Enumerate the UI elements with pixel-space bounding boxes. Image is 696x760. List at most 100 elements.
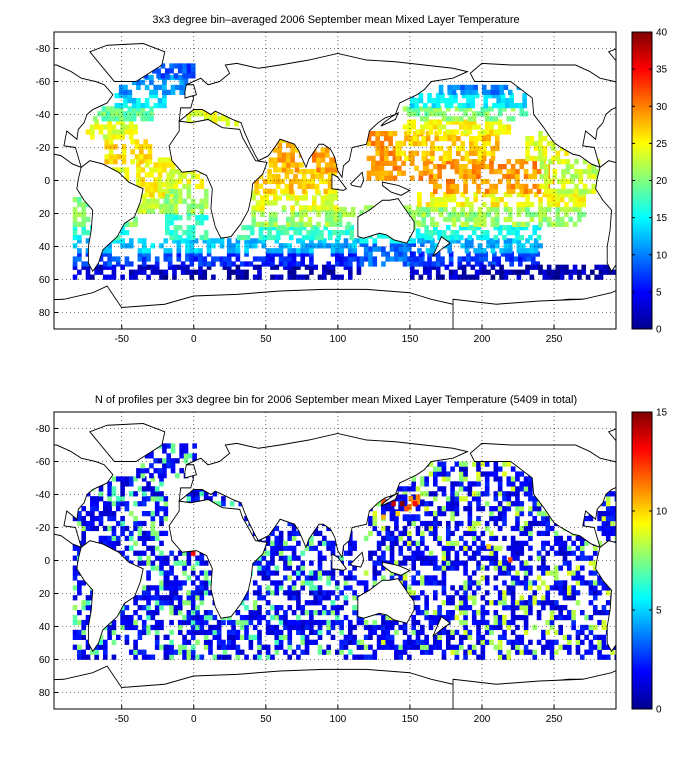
heatmap-bin [492, 102, 497, 109]
heatmap-bin [352, 575, 357, 581]
heatmap-bin [432, 535, 438, 541]
heatmap-bin [124, 634, 130, 640]
heatmap-bin [474, 256, 480, 262]
heatmap-bin [304, 610, 310, 616]
heatmap-bin [441, 614, 447, 621]
heatmap-bin [523, 585, 529, 591]
heatmap-bin [111, 624, 117, 631]
heatmap-bin [177, 619, 183, 626]
heatmap-bin [523, 525, 529, 532]
heatmap-bin [291, 624, 297, 631]
heatmap-bin [564, 192, 569, 198]
heatmap-bin [164, 654, 170, 660]
heatmap-bin [407, 106, 412, 112]
heatmap-bin [141, 585, 147, 591]
heatmap-bin [425, 201, 431, 208]
heatmap-bin [572, 192, 578, 198]
heatmap-bin [339, 644, 344, 650]
heatmap-bin [404, 131, 409, 137]
heatmap-bin [372, 241, 378, 247]
heatmap-bin [523, 476, 529, 482]
heatmap-bin [458, 466, 464, 472]
heatmap-bin [502, 506, 507, 512]
heatmap-bin [424, 111, 429, 117]
heatmap-bin [414, 102, 419, 109]
heatmap-bin [356, 264, 362, 270]
heatmap-bin [149, 187, 154, 193]
heatmap-bin [422, 170, 428, 176]
heatmap-bin [476, 610, 481, 616]
heatmap-bin [486, 150, 491, 157]
y-tick-label: 80 [39, 308, 51, 319]
heatmap-bin [300, 570, 306, 576]
heatmap-bin [286, 142, 291, 148]
heatmap-bin [577, 192, 582, 198]
heatmap-bin [411, 555, 416, 561]
heatmap-bin [463, 624, 468, 631]
heatmap-bin [332, 230, 337, 236]
heatmap-bin [430, 150, 435, 157]
heatmap-bin [484, 111, 490, 117]
heatmap-bin [335, 614, 340, 621]
heatmap-bin [180, 238, 186, 244]
heatmap-bin [133, 595, 138, 601]
heatmap-bin [310, 230, 316, 236]
heatmap-bin [183, 443, 189, 449]
heatmap-bin [115, 476, 121, 482]
heatmap-bin [532, 649, 538, 655]
heatmap-bin [107, 506, 112, 512]
heatmap-bin [322, 269, 327, 275]
heatmap-bin [480, 540, 486, 546]
heatmap-bin [379, 165, 385, 171]
heatmap-bin [415, 610, 421, 616]
heatmap-bin [502, 491, 507, 497]
heatmap-bin [252, 580, 258, 586]
heatmap-bin [208, 570, 213, 576]
heatmap-bin [510, 605, 516, 611]
heatmap-bin [298, 211, 304, 218]
heatmap-bin [376, 570, 382, 576]
heatmap-bin [153, 182, 159, 188]
heatmap-bin [398, 535, 404, 541]
heatmap-bin [428, 550, 434, 556]
heatmap-bin [494, 221, 500, 227]
heatmap-bin [450, 188, 455, 194]
heatmap-bin [385, 545, 391, 551]
heatmap-bin [473, 197, 478, 203]
heatmap-bin [402, 241, 408, 247]
heatmap-bin [564, 221, 569, 227]
heatmap-bin [169, 629, 174, 636]
heatmap-bin [330, 624, 336, 631]
heatmap-bin [235, 644, 241, 650]
heatmap-bin [183, 453, 189, 459]
heatmap-bin [150, 530, 156, 537]
heatmap-bin [461, 264, 467, 270]
heatmap-bin [172, 269, 177, 275]
heatmap-bin [169, 570, 174, 576]
heatmap-bin [347, 624, 353, 631]
heatmap-bin [558, 644, 563, 650]
heatmap-bin [363, 256, 369, 262]
heatmap-bin [335, 595, 340, 601]
heatmap-bin [554, 600, 559, 606]
heatmap-bin [420, 233, 425, 239]
heatmap-bin [572, 221, 578, 227]
heatmap-bin [528, 570, 533, 576]
heatmap-bin [484, 501, 490, 507]
heatmap-bin [291, 555, 297, 561]
heatmap-bin [137, 520, 143, 527]
heatmap-bin [185, 248, 190, 254]
heatmap-bin [494, 269, 500, 275]
heatmap-bin [490, 145, 496, 152]
heatmap-bin [304, 619, 310, 626]
heatmap-bin [447, 216, 453, 223]
heatmap-bin [584, 614, 589, 621]
heatmap-bin [418, 251, 424, 257]
heatmap-bin [443, 216, 448, 223]
heatmap-bin [451, 197, 457, 203]
heatmap-bin [523, 614, 529, 621]
heatmap-bin [260, 195, 265, 201]
heatmap-bin [398, 251, 404, 257]
heatmap-bin [497, 486, 503, 492]
heatmap-bin [270, 570, 275, 576]
